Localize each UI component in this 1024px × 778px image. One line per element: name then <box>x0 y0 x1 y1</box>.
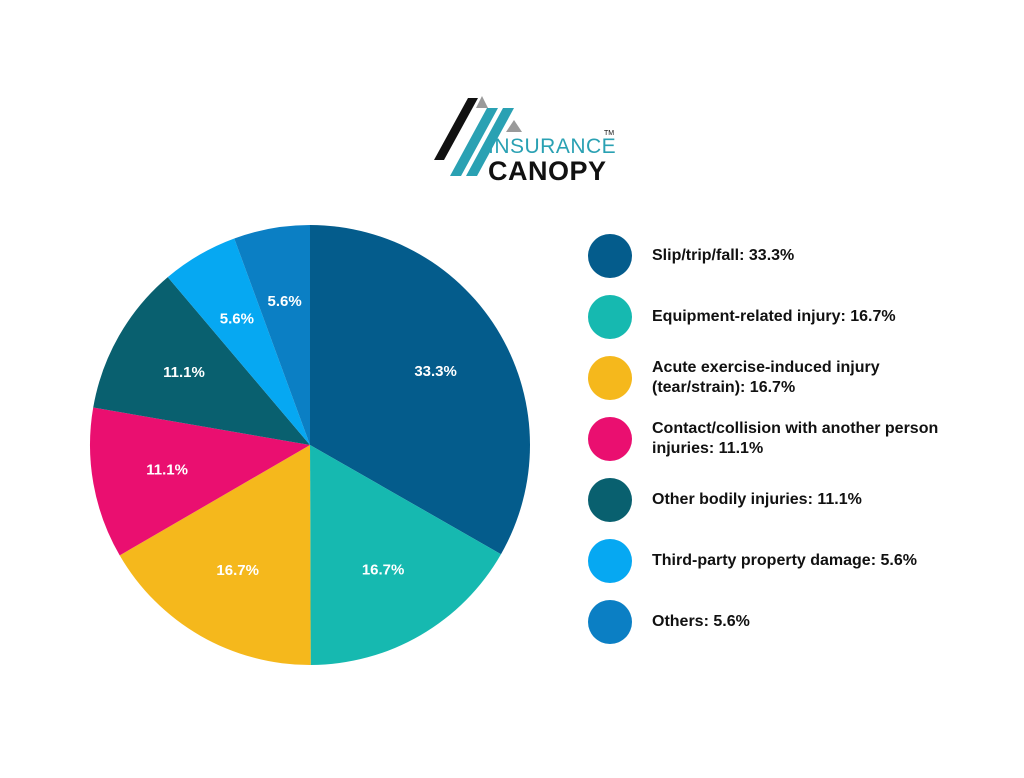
legend-swatch-1 <box>588 295 632 339</box>
pie-slice-5 <box>167 238 310 445</box>
legend-swatch-5 <box>588 539 632 583</box>
insurance-canopy-logo: INSURANCE CANOPY TM <box>430 92 630 192</box>
chart-legend: Slip/trip/fall: 33.3% Equipment-related i… <box>588 233 1008 673</box>
legend-label-1: Equipment-related injury: 16.7% <box>652 308 896 325</box>
logo-brand-word-2: CANOPY <box>488 156 607 186</box>
pie-slice-0 <box>310 225 530 555</box>
pie-slice-3 <box>89 407 310 556</box>
legend-swatch-6 <box>588 600 632 644</box>
pie-slice-6 <box>234 225 310 445</box>
legend-swatch-0 <box>588 234 632 278</box>
logo-mark-icon <box>434 96 522 176</box>
logo-trademark: TM <box>604 130 615 137</box>
pie-slice-label-3: 11.1% <box>146 462 188 479</box>
legend-swatch-2 <box>588 356 632 400</box>
legend-item-4: Other bodily injuries: 11.1% <box>588 477 1008 523</box>
pie-slice-4 <box>93 277 311 445</box>
pie-slice-label-4: 11.1% <box>163 364 205 381</box>
pie-slice-2 <box>119 445 311 666</box>
legend-item-2: Acute exercise-induced injury (tear/stra… <box>588 355 1008 401</box>
pie-slice-label-0: 33.3% <box>414 363 457 380</box>
logo-brand-word-1: INSURANCE <box>488 135 617 158</box>
pie-slice-label-5: 5.6% <box>220 310 254 327</box>
legend-label-0: Slip/trip/fall: 33.3% <box>652 247 795 264</box>
legend-label-4: Other bodily injuries: 11.1% <box>652 491 862 508</box>
pie-chart: 33.3% 16.7% 16.7% 11.1% 11.1% 5.6% 5.6% <box>89 225 530 666</box>
legend-label-2: Acute exercise-induced injury (tear/stra… <box>652 359 880 396</box>
legend-item-3: Contact/collision with another person in… <box>588 416 1008 462</box>
pie-slice-label-2: 16.7% <box>216 562 259 579</box>
legend-swatch-4 <box>588 478 632 522</box>
pie-slice-label-6: 5.6% <box>267 293 301 310</box>
legend-label-6: Others: 5.6% <box>652 613 750 630</box>
legend-item-1: Equipment-related injury: 16.7% <box>588 294 1008 340</box>
legend-label-3: Contact/collision with another person in… <box>652 420 939 457</box>
pie-slice-label-1: 16.7% <box>362 561 405 578</box>
legend-swatch-3 <box>588 417 632 461</box>
legend-item-6: Others: 5.6% <box>588 599 1008 645</box>
legend-label-5: Third-party property damage: 5.6% <box>652 552 917 569</box>
legend-item-0: Slip/trip/fall: 33.3% <box>588 233 1008 279</box>
pie-slice-1 <box>310 445 501 665</box>
legend-item-5: Third-party property damage: 5.6% <box>588 538 1008 584</box>
